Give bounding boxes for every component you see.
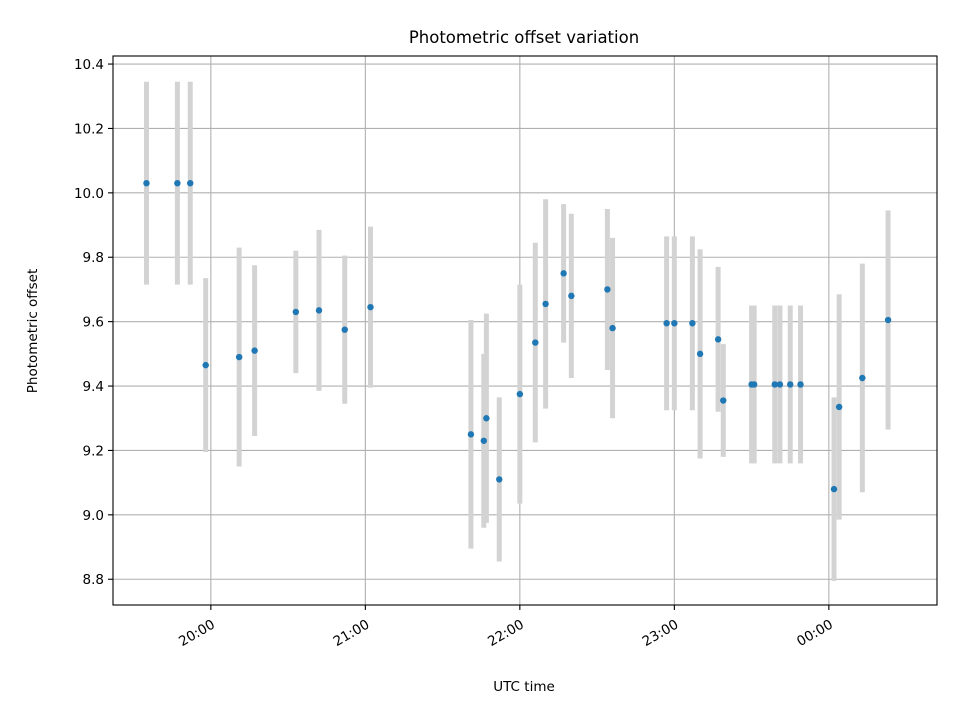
chart-title: Photometric offset variation — [409, 28, 639, 47]
plot-frame — [112, 55, 938, 606]
data-point — [516, 390, 524, 398]
data-point — [341, 326, 348, 333]
y-tick-label: 9.4 — [83, 379, 104, 395]
data-point — [671, 320, 678, 327]
data-point — [689, 320, 696, 327]
data-point — [787, 381, 794, 388]
data-point — [174, 179, 181, 187]
data-point — [714, 336, 722, 343]
y-tick-label: 10.2 — [74, 121, 104, 137]
y-axis-label: Photometric offset — [25, 269, 41, 393]
y-tick-label: 9.0 — [83, 508, 104, 524]
data-points — [143, 179, 892, 493]
data-point — [604, 286, 611, 293]
y-tick-label: 9.8 — [83, 250, 104, 266]
y-tick-label: 10.0 — [74, 186, 104, 202]
data-point — [750, 381, 758, 388]
data-point — [776, 381, 784, 388]
data-point — [202, 361, 209, 369]
y-tick-label: 9.6 — [83, 315, 104, 331]
data-point — [884, 316, 892, 324]
data-point — [496, 476, 503, 483]
data-point — [663, 320, 670, 327]
data-point — [542, 300, 549, 308]
data-point — [771, 381, 778, 388]
data-point — [480, 437, 487, 444]
data-point — [367, 303, 374, 311]
y-tick-label: 10.4 — [74, 57, 104, 73]
data-point — [235, 353, 243, 361]
data-point — [859, 374, 866, 382]
data-point — [835, 403, 843, 411]
y-tick-label: 8.8 — [83, 572, 104, 588]
x-axis-label: UTC time — [493, 679, 555, 695]
data-point — [568, 292, 575, 300]
data-point — [532, 339, 539, 346]
data-point — [483, 415, 490, 422]
y-tick-label: 9.2 — [83, 443, 104, 459]
data-point — [292, 308, 300, 316]
data-point — [609, 324, 616, 332]
data-point — [187, 179, 194, 187]
data-point — [251, 347, 258, 354]
data-point — [830, 485, 838, 493]
data-point — [467, 431, 475, 438]
data-point — [696, 350, 704, 358]
data-point — [720, 397, 727, 404]
y-axis-ticks: 8.8 9.0 9.2 9.4 9.6 9.8 10.0 10.2 10.4 — [74, 57, 113, 588]
data-point — [315, 307, 323, 314]
data-point — [143, 179, 150, 187]
data-point — [797, 381, 804, 388]
data-point — [560, 270, 567, 277]
